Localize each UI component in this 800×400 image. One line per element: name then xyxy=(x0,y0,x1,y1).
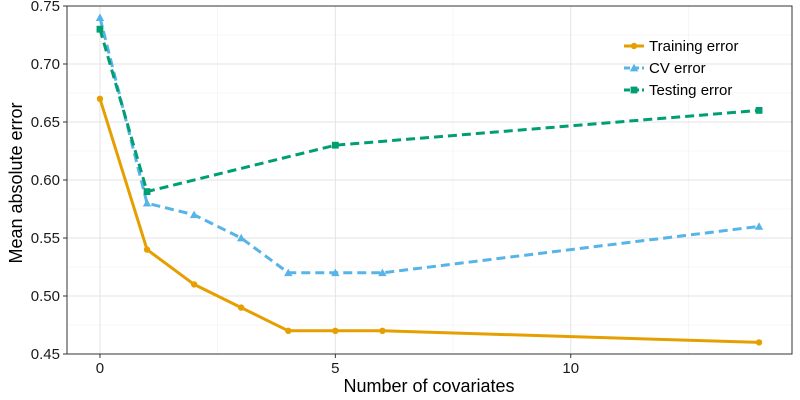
data-point-training-error xyxy=(190,281,198,288)
series-line-testing-error xyxy=(98,28,760,194)
grid-lines xyxy=(67,5,792,355)
data-point-training-error xyxy=(285,327,292,334)
legend-label: Training error xyxy=(649,38,738,55)
series-line-cv-error xyxy=(98,17,760,275)
legend-key-testing-error xyxy=(624,86,644,94)
y-tick-label: 0.75 xyxy=(31,0,60,15)
legend-marker xyxy=(629,63,639,72)
axes: 0 5 10 0.45 0.50 0.55 0.60 0.65 0.70 0.75 xyxy=(31,0,579,377)
data-point-training-error xyxy=(96,95,104,103)
legend-marker xyxy=(630,42,638,50)
x-tick-label: 0 xyxy=(96,360,104,377)
x-tick-label: 5 xyxy=(331,360,339,377)
y-tick-label: 0.50 xyxy=(31,288,60,305)
legend-key-cv-error xyxy=(624,63,644,72)
data-point-testing-error xyxy=(755,107,763,114)
data-point-cv-error xyxy=(95,13,105,21)
series-cv-error xyxy=(95,13,764,277)
data-point-testing-error xyxy=(331,141,339,149)
legend-label: CV error xyxy=(649,60,706,77)
series-training-error xyxy=(96,95,763,346)
data-point-cv-error xyxy=(331,268,340,277)
y-tick-label: 0.45 xyxy=(31,346,60,363)
legend: Training error CV error Testing error xyxy=(624,38,738,99)
data-point-training-error xyxy=(143,246,151,253)
y-tick-label: 0.60 xyxy=(31,172,60,189)
x-tick-label: 10 xyxy=(562,360,579,377)
series-testing-error xyxy=(96,25,763,195)
data-point-cv-error xyxy=(378,268,387,277)
legend-key-training-error xyxy=(624,42,644,50)
legend-marker xyxy=(630,86,638,94)
y-tick-label: 0.65 xyxy=(31,114,60,131)
data-point-cv-error xyxy=(754,222,764,230)
data-point-cv-error xyxy=(189,210,199,219)
y-tick-label: 0.70 xyxy=(31,56,60,73)
data-point-training-error xyxy=(755,339,763,346)
data-point-testing-error xyxy=(96,25,104,33)
y-tick-label: 0.55 xyxy=(31,230,60,247)
data-point-cv-error xyxy=(236,233,246,242)
x-axis-title: Number of covariates xyxy=(343,376,514,396)
legend-label: Testing error xyxy=(649,82,732,99)
data-point-training-error xyxy=(379,327,386,334)
data-point-training-error xyxy=(237,304,245,311)
series-layer xyxy=(95,13,764,346)
y-axis-title: Mean absolute error xyxy=(6,102,26,263)
data-point-training-error xyxy=(332,327,339,334)
data-point-cv-error xyxy=(142,199,152,207)
data-point-cv-error xyxy=(284,268,293,277)
data-point-testing-error xyxy=(143,188,151,195)
series-line-training-error xyxy=(98,98,760,344)
